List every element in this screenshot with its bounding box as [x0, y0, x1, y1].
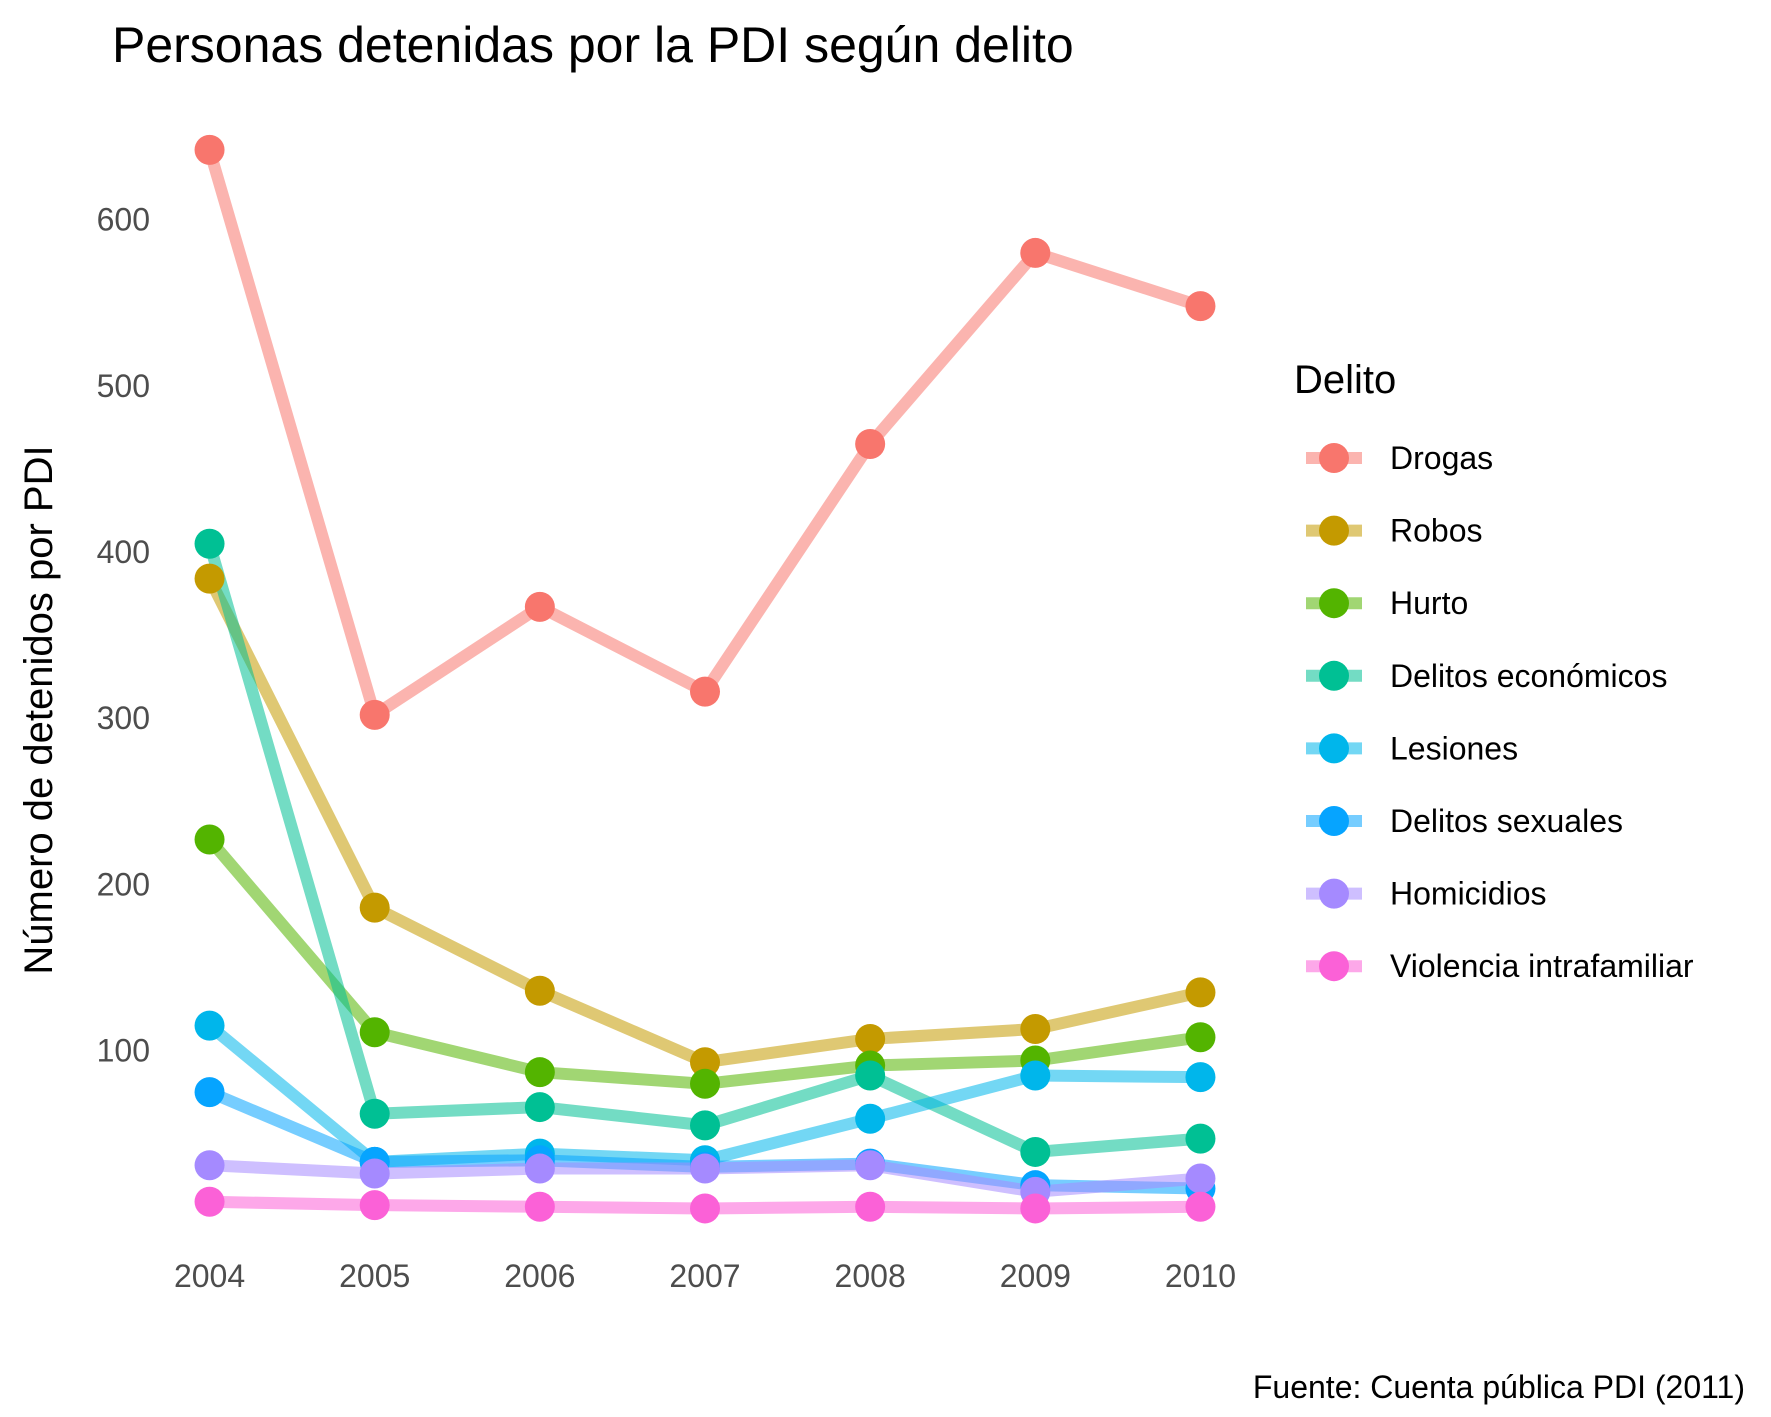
- legend-key-point-robos: [1319, 515, 1349, 546]
- legend-title: Delito: [1294, 358, 1396, 402]
- data-point-violencia-intrafamiliar: [855, 1191, 886, 1222]
- data-point-violencia-intrafamiliar: [1185, 1191, 1216, 1222]
- data-point-delitos-economicos: [359, 1098, 390, 1129]
- y-tick-label: 200: [97, 866, 150, 902]
- data-point-homicidios: [690, 1153, 720, 1184]
- data-point-drogas: [690, 676, 720, 707]
- legend-key-point-homicidios: [1319, 878, 1349, 909]
- series-line-drogas: [203, 148, 1203, 721]
- y-tick-label: 600: [97, 202, 150, 238]
- x-tick-label: 2004: [174, 1258, 245, 1294]
- data-point-robos: [1185, 977, 1216, 1008]
- y-tick-label: 400: [97, 534, 150, 570]
- x-tick-label: 2010: [1165, 1258, 1236, 1294]
- legend-key-point-delitos-economicos: [1319, 660, 1349, 691]
- data-point-drogas: [1185, 291, 1216, 322]
- x-tick-label: 2009: [1000, 1258, 1071, 1294]
- data-point-hurto: [690, 1068, 720, 1099]
- caption: Fuente: Cuenta pública PDI (2011): [1253, 1369, 1745, 1405]
- legend-label-hurto: Hurto: [1390, 585, 1468, 621]
- data-point-robos: [1020, 1013, 1051, 1044]
- data-point-delitos-economicos: [1020, 1136, 1051, 1167]
- y-tick-label: 100: [97, 1033, 150, 1069]
- data-point-drogas: [194, 134, 225, 165]
- legend-key-point-violencia-intrafamiliar: [1319, 951, 1349, 982]
- data-point-violencia-intrafamiliar: [690, 1193, 720, 1224]
- data-point-drogas: [1020, 237, 1051, 268]
- data-point-violencia-intrafamiliar: [1020, 1193, 1051, 1224]
- data-point-robos: [194, 563, 225, 594]
- data-point-robos: [524, 975, 555, 1006]
- data-point-homicidios: [1185, 1163, 1216, 1194]
- plot-points: [194, 134, 1216, 1224]
- x-tick-label: 2008: [835, 1258, 906, 1294]
- data-point-homicidios: [855, 1150, 886, 1181]
- data-point-homicidios: [524, 1153, 555, 1184]
- data-point-lesiones: [855, 1103, 886, 1134]
- y-axis-title: Número de detenidos por PDI: [17, 445, 61, 974]
- legend-label-homicidios: Homicidios: [1390, 876, 1546, 912]
- data-point-hurto: [524, 1057, 555, 1088]
- data-point-hurto: [359, 1017, 390, 1048]
- legend-label-violencia-intrafamiliar: Violencia intrafamiliar: [1390, 948, 1694, 984]
- y-tick-label: 500: [97, 368, 150, 404]
- legend-key-point-drogas: [1319, 443, 1349, 473]
- data-point-delitos-economicos: [855, 1060, 886, 1091]
- legend-label-drogas: Drogas: [1390, 440, 1493, 476]
- data-point-delitos-economicos: [1185, 1123, 1216, 1154]
- data-point-delitos-economicos: [690, 1110, 720, 1141]
- legend-key-point-delitos-sexuales: [1319, 806, 1349, 836]
- legend-key-point-lesiones: [1319, 733, 1349, 764]
- x-axis-ticks: 2004 2005 2006 2007 2008 2009 2010: [174, 1258, 1236, 1294]
- data-point-homicidios: [194, 1150, 225, 1181]
- y-axis-ticks: 100 200 300 400 500 600: [97, 202, 150, 1069]
- legend-label-lesiones: Lesiones: [1390, 730, 1518, 766]
- data-point-delitos-economicos: [524, 1092, 555, 1123]
- data-point-delitos-sexuales: [194, 1077, 225, 1108]
- data-point-violencia-intrafamiliar: [524, 1191, 555, 1222]
- chart-title: Personas detenidas por la PDI según deli…: [112, 17, 1074, 73]
- data-point-drogas: [855, 429, 886, 460]
- data-point-drogas: [524, 591, 555, 622]
- x-tick-label: 2005: [339, 1258, 410, 1294]
- x-tick-label: 2006: [504, 1258, 575, 1294]
- data-point-lesiones: [1020, 1060, 1051, 1091]
- data-point-robos: [690, 1047, 720, 1078]
- data-point-robos: [855, 1023, 886, 1054]
- data-point-violencia-intrafamiliar: [359, 1190, 390, 1221]
- data-point-violencia-intrafamiliar: [194, 1186, 225, 1217]
- data-point-homicidios: [359, 1158, 390, 1189]
- data-point-hurto: [194, 824, 225, 855]
- x-tick-label: 2007: [669, 1258, 740, 1294]
- legend-label-delitos-economicos: Delitos económicos: [1390, 658, 1667, 694]
- legend-label-robos: Robos: [1390, 513, 1483, 549]
- data-point-robos: [359, 892, 390, 923]
- y-tick-label: 300: [97, 700, 150, 736]
- legend: Drogas Robos Hurto Delitos económicos Lesion…: [1306, 440, 1694, 984]
- legend-key-point-hurto: [1319, 588, 1349, 619]
- data-point-lesiones: [194, 1010, 225, 1041]
- data-point-delitos-economicos: [194, 528, 225, 559]
- legend-label-delitos-sexuales: Delitos sexuales: [1390, 803, 1623, 839]
- data-point-drogas: [359, 699, 390, 730]
- data-point-hurto: [1185, 1022, 1216, 1053]
- data-point-lesiones: [1185, 1062, 1216, 1093]
